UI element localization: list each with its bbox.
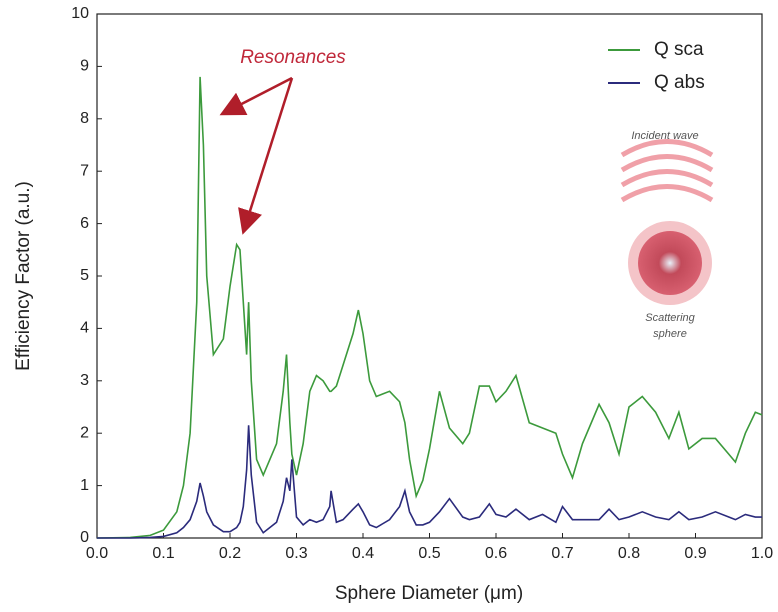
arrow (238, 77, 294, 235)
y-tick-label: 1 (80, 477, 89, 494)
y-tick-label: 0 (80, 529, 89, 546)
y-tick-label: 7 (80, 162, 89, 179)
annotation: Scattering (645, 312, 695, 324)
y-tick-label: 8 (80, 110, 89, 127)
x-tick-label: 0.0 (86, 545, 108, 562)
annotation: sphere (653, 328, 687, 340)
x-tick-label: 0.9 (684, 545, 706, 562)
x-tick-label: 0.5 (418, 545, 440, 562)
x-tick-label: 0.4 (352, 545, 374, 562)
x-axis-label: Sphere Diameter (μm) (335, 583, 523, 604)
y-tick-label: 10 (71, 5, 89, 22)
sphere-icon (638, 231, 702, 295)
y-tick-label: 3 (80, 372, 89, 389)
y-tick-label: 2 (80, 424, 89, 441)
x-tick-label: 0.7 (551, 545, 573, 562)
wave-icon (620, 139, 714, 203)
x-tick-label: 0.8 (618, 545, 640, 562)
data-line (97, 425, 762, 539)
y-tick-label: 5 (80, 267, 89, 284)
x-tick-label: 0.6 (485, 545, 507, 562)
data-line (96, 76, 763, 539)
y-tick-label: 6 (80, 215, 89, 232)
y-tick-label: 9 (80, 58, 89, 75)
arrow (219, 76, 293, 116)
x-tick-label: 0.1 (152, 545, 174, 562)
y-axis-label: Efficiency Factor (a.u.) (13, 181, 34, 371)
x-tick-label: 1.0 (751, 545, 773, 562)
x-tick-label: 0.3 (285, 545, 307, 562)
annotation: Incident wave (631, 130, 698, 142)
x-tick-label: 0.2 (219, 545, 241, 562)
legend-label: Q sca (654, 39, 704, 60)
legend-label: Q abs (654, 72, 705, 93)
annotation: Resonances (240, 47, 346, 68)
y-tick-label: 4 (80, 320, 89, 337)
